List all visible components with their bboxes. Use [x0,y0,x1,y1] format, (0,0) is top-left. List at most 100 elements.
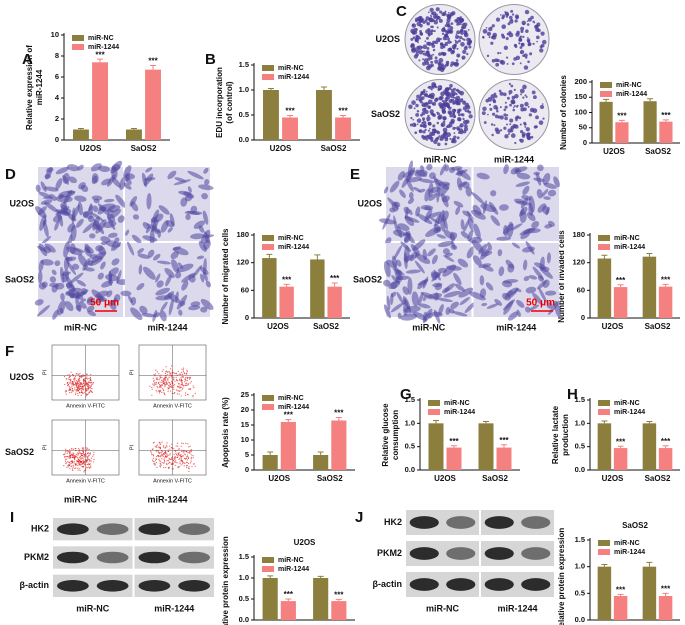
flow-y-label: PI [129,369,135,375]
event [89,377,91,380]
event [182,367,185,369]
event [180,373,182,376]
colony [441,32,445,36]
event [89,376,92,378]
colony [435,130,439,134]
cell [395,259,402,267]
colony [456,126,460,130]
cell [438,181,451,187]
colony [455,89,458,92]
event [70,462,72,464]
y-tick-label: 1.5 [575,395,585,404]
event [86,466,88,468]
colony [457,90,461,94]
colony [436,121,440,125]
event [93,458,95,460]
event [77,467,79,469]
event [167,454,169,456]
colony [527,42,531,47]
event [154,383,156,385]
colony [422,58,425,61]
flow-x-label: Annexin V-FITC [66,478,105,484]
event [162,381,164,383]
event [74,464,77,466]
cell [168,298,174,316]
y-axis-label: Number of migrated cells [221,228,230,325]
band [409,578,439,591]
column-label: miR-1244 [147,322,187,332]
event [159,376,162,379]
event [183,372,185,374]
error-bar [433,420,439,424]
cell [187,170,204,180]
event [86,455,88,457]
cell [399,189,406,199]
cell [141,313,156,318]
event [67,382,69,384]
event [159,443,161,445]
cell [395,269,402,276]
legend-label: miR-1244 [278,404,309,411]
bar [313,578,329,620]
event [165,446,167,448]
colony [433,139,438,145]
significance-label: *** [616,586,626,595]
event [67,374,69,376]
event [192,385,194,387]
event [90,384,92,387]
event [164,455,167,457]
event [74,456,76,458]
legend-label: miR-NC [614,235,640,242]
event [167,371,169,373]
event [155,458,158,460]
colony [454,44,457,46]
event [71,388,74,390]
colony [448,29,453,33]
event [86,389,88,391]
colony [518,116,522,120]
event [183,462,185,464]
event [164,451,166,453]
event [69,457,71,459]
cell [397,223,410,232]
event [80,461,82,463]
colony [426,50,430,54]
colony [422,52,425,56]
event [157,454,160,457]
event [75,467,77,469]
colony [499,129,503,132]
event [160,384,163,386]
colony [482,28,488,34]
cell [40,181,47,192]
colony [455,34,459,39]
colony [431,18,435,23]
colony [454,127,457,129]
event [166,379,168,381]
event [159,462,161,464]
event [167,462,169,465]
event [168,376,170,378]
event [174,372,176,374]
colony [514,141,517,145]
event [68,386,70,388]
legend-label: miR-1244 [444,409,475,416]
event [87,458,89,460]
event [162,382,164,385]
cell [536,172,542,186]
event [70,379,72,382]
colony [527,60,530,64]
event [72,454,74,456]
column-label: miR-1244 [496,322,536,332]
event [159,389,161,391]
colony [422,20,426,24]
cell [170,251,179,260]
event [164,384,166,386]
cell [55,195,73,203]
event [165,375,167,377]
cell [52,309,59,320]
cell [58,190,75,198]
colony [522,96,525,99]
colony [421,121,424,125]
colony [485,26,488,29]
legend-swatch [428,409,440,415]
